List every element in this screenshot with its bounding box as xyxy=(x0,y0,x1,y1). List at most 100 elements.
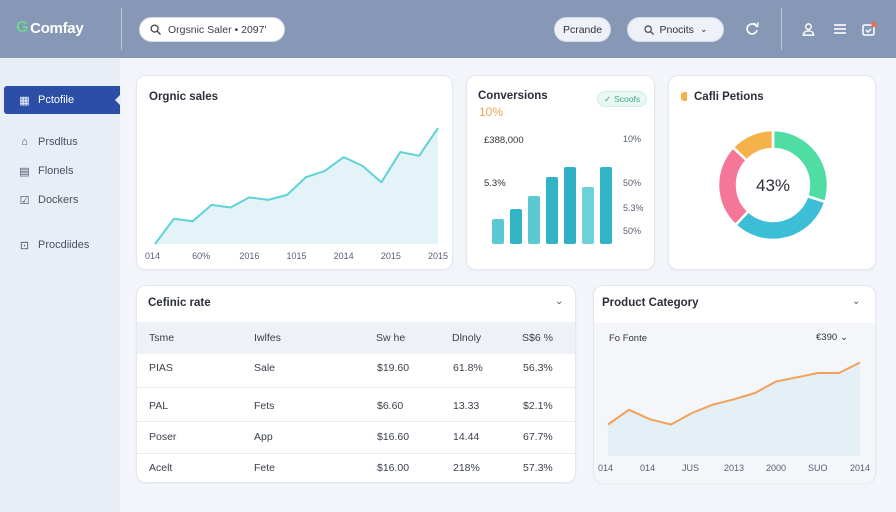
app-logo[interactable]: G Comfay xyxy=(16,19,84,37)
chart-bar xyxy=(546,177,558,244)
table-cell: 218% xyxy=(453,462,480,474)
table-row[interactable]: Poser App $16.60 14.44 67.7% xyxy=(137,421,575,453)
sidebar-item-label: Prsdltus xyxy=(38,136,78,148)
category-donut-card: Cafli Petions 43% xyxy=(668,75,876,270)
search-icon xyxy=(643,24,654,35)
row-divider xyxy=(137,453,575,454)
status-badge[interactable]: ✓ Scoofs xyxy=(597,91,648,107)
chart-series-line xyxy=(607,361,861,426)
organic-sales-card: Orgnic sales 014 60% 2016 1015 2014 2015 2015 xyxy=(136,75,453,270)
chevron-down-icon[interactable]: ⌄ xyxy=(555,296,564,307)
table-cell: App xyxy=(254,431,273,443)
chart-period-dropdown[interactable]: €390 ⌄ xyxy=(816,332,848,343)
row-divider xyxy=(137,421,575,422)
table-cell: Sale xyxy=(254,362,276,374)
chart-bar xyxy=(492,219,504,244)
x-tick-label: 60% xyxy=(192,251,211,261)
card-title: Cefinic rate xyxy=(148,297,211,309)
sidebar-item-profile[interactable]: ▦ Pctofile xyxy=(4,86,121,114)
column-header[interactable]: Dlnoly xyxy=(452,332,482,344)
bag-icon: ⌂ xyxy=(21,136,28,148)
chart-bar xyxy=(528,196,540,244)
chart-label: 50% xyxy=(623,178,642,188)
chevron-down-icon[interactable]: ⌄ xyxy=(852,296,861,307)
chart-label: 10% xyxy=(623,134,642,144)
table-cell: Fets xyxy=(254,400,275,412)
logo-mark-icon: G xyxy=(16,19,29,36)
table-cell: 61.8% xyxy=(453,362,483,374)
table-cell: Poser xyxy=(149,431,177,443)
sidebar-item-dockers[interactable]: ☑ Dockers xyxy=(4,186,120,214)
table-cell: PAL xyxy=(149,400,169,412)
column-header[interactable]: Iwlfes xyxy=(254,332,281,344)
donut-slice xyxy=(733,194,827,242)
table-cell: $19.60 xyxy=(377,362,410,374)
card-title: Orgnic sales xyxy=(149,91,219,103)
search-text: Orgsnic Saler • 2097' xyxy=(168,23,267,36)
chart-bar xyxy=(564,167,576,244)
x-tick-label: JUS xyxy=(682,463,700,473)
products-dropdown-label: Pnocits xyxy=(659,23,694,36)
column-header[interactable]: Sw he xyxy=(376,332,406,344)
sidebar-item-procedures[interactable]: ⊡ Procdiides xyxy=(4,231,120,259)
table-cell: PIAS xyxy=(149,362,173,374)
x-tick-label: 1015 xyxy=(286,251,307,261)
donut-slice xyxy=(731,128,775,163)
table-row[interactable]: PAL Fets $6.60 13.33 $2.1% xyxy=(137,390,575,422)
x-tick-label: 2014 xyxy=(333,251,354,261)
table-cell: 56.3% xyxy=(523,362,553,374)
organic-sales-chart xyxy=(154,127,439,245)
category-donut-chart xyxy=(716,128,830,242)
header-divider xyxy=(781,8,782,50)
chart-area-fill xyxy=(608,362,860,456)
conversions-chart xyxy=(492,167,612,244)
calendar-icon: ▦ xyxy=(19,94,30,107)
header-divider xyxy=(121,8,122,50)
chart-label: 5.3% xyxy=(484,178,506,189)
conversions-card: Conversions 10% ✓ Scoofs £388,000 5.3% 1… xyxy=(466,75,655,270)
sidebar-item-products[interactable]: ⌂ Prsdltus xyxy=(4,128,120,156)
profile-pill[interactable]: Pcrande xyxy=(554,17,611,42)
logo-text: Comfay xyxy=(30,19,84,37)
top-bar: G Comfay Orgsnic Saler • 2097' Pcrande P… xyxy=(0,0,896,58)
column-header[interactable]: Tsme xyxy=(149,332,175,344)
chevron-down-icon: ⌄ xyxy=(840,332,849,343)
x-tick-label: 014 xyxy=(598,463,614,473)
user-icon[interactable] xyxy=(799,20,817,38)
card-title: Conversions xyxy=(478,90,548,102)
notification-icon[interactable] xyxy=(860,20,878,38)
chart-label: 5.3% xyxy=(623,203,644,213)
sidebar-item-funnels[interactable]: ▤ Flonels xyxy=(4,157,120,185)
sidebar-item-label: Pctofile xyxy=(38,94,75,106)
table-cell: 14.44 xyxy=(453,431,480,443)
x-tick-label: 2013 xyxy=(724,463,745,473)
sidebar-item-label: Dockers xyxy=(38,194,79,206)
product-category-card: Product Category ⌄ Fo Fonte €390 ⌄ 014 01… xyxy=(593,285,876,483)
x-tick-label: 2014 xyxy=(850,463,871,473)
chart-sub-value: €390 xyxy=(816,332,838,343)
card-title: Cafli Petions xyxy=(694,91,764,103)
menu-icon[interactable] xyxy=(831,20,849,38)
x-tick-label: 2015 xyxy=(428,251,449,261)
table-cell: Fete xyxy=(254,462,276,474)
conversions-value: 10% xyxy=(479,105,504,119)
product-category-chart xyxy=(607,361,861,456)
table-row[interactable]: PIAS Sale $19.60 61.8% 56.3% xyxy=(137,352,575,384)
column-header[interactable]: S$6 % xyxy=(522,332,553,344)
products-dropdown[interactable]: Pnocits ⌄ xyxy=(627,17,724,42)
table-cell: 67.7% xyxy=(523,431,553,443)
table-row[interactable]: Acelt Fete $16.00 218% 57.3% xyxy=(137,452,575,484)
chart-label: 50% xyxy=(623,226,642,236)
x-tick-label: 014 xyxy=(640,463,656,473)
x-tick-label: SUO xyxy=(808,463,828,473)
x-tick-label: 2015 xyxy=(380,251,401,261)
refresh-icon[interactable] xyxy=(743,20,761,38)
chevron-down-icon: ⌄ xyxy=(699,24,708,34)
document-icon: ▤ xyxy=(19,165,30,178)
cart-icon: ⊡ xyxy=(19,239,30,252)
chart-bar xyxy=(582,187,594,244)
chart-label: £388,000 xyxy=(484,135,524,146)
sidebar: ▦ Pctofile ⌂ Prsdltus ▤ Flonels ☑ Docker… xyxy=(0,58,121,512)
check-icon: ✓ xyxy=(604,93,612,104)
search-box[interactable]: Orgsnic Saler • 2097' xyxy=(139,17,285,42)
